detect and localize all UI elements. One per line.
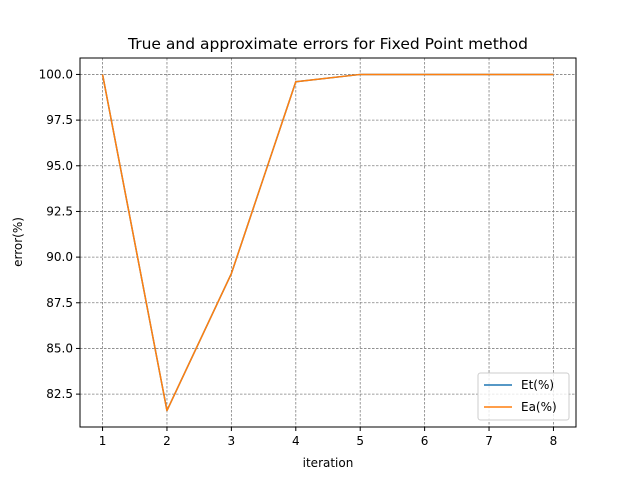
y-tick-label: 92.5 bbox=[46, 204, 73, 218]
plot-area-frame bbox=[79, 57, 577, 428]
x-tick-label: 7 bbox=[485, 434, 493, 448]
x-tick-label: 8 bbox=[550, 434, 558, 448]
y-tick-label: 85.0 bbox=[46, 341, 73, 355]
x-tick-label: 6 bbox=[421, 434, 429, 448]
chart-title: True and approximate errors for Fixed Po… bbox=[127, 35, 528, 53]
x-tick-label: 1 bbox=[99, 434, 107, 448]
y-tick-label: 82.5 bbox=[46, 387, 73, 401]
x-tick-label: 5 bbox=[356, 434, 364, 448]
y-axis-label: error(%) bbox=[11, 217, 25, 267]
y-tick-label: 100.0 bbox=[39, 67, 73, 81]
y-tick-label: 97.5 bbox=[46, 113, 73, 127]
x-tick-label: 4 bbox=[292, 434, 300, 448]
x-axis-label: iteration bbox=[303, 456, 354, 470]
series-line-ea bbox=[101, 73, 554, 412]
y-tick-label: 87.5 bbox=[46, 296, 73, 310]
x-tick-label: 2 bbox=[163, 434, 171, 448]
legend-entry-label: Et(%) bbox=[521, 378, 554, 392]
series-layer bbox=[101, 73, 554, 412]
y-tick-label: 90.0 bbox=[46, 250, 73, 264]
x-axis-ticks: 1 2 3 4 5 6 7 8 bbox=[99, 427, 558, 448]
y-axis-ticks: 82.5 85.0 87.5 90.0 92.5 95.0 97.5 100.0 bbox=[39, 67, 80, 401]
y-tick-label: 95.0 bbox=[46, 159, 73, 173]
legend-entry-label: Ea(%) bbox=[521, 400, 557, 414]
x-tick-label: 3 bbox=[228, 434, 236, 448]
legend: Et(%) Ea(%) bbox=[477, 372, 570, 421]
